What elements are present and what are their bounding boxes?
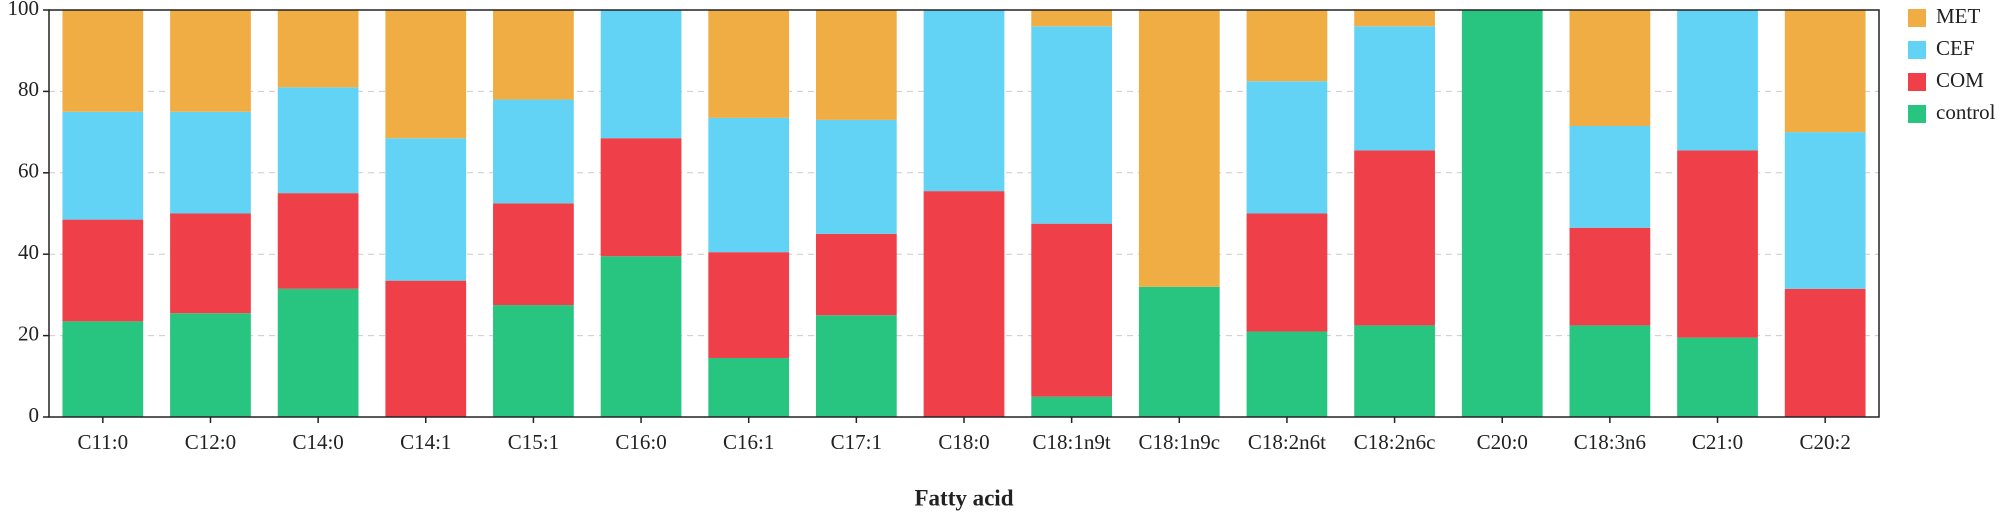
bar-segment bbox=[1784, 132, 1866, 289]
x-tick-label: C14:1 bbox=[400, 430, 451, 454]
bar-segment bbox=[277, 288, 359, 417]
bar-segment bbox=[1138, 10, 1220, 287]
bar-segment bbox=[1354, 26, 1435, 151]
bar-segment bbox=[170, 313, 251, 417]
legend-swatch bbox=[1908, 9, 1926, 27]
bar-segment bbox=[1677, 337, 1758, 417]
bar-segment bbox=[277, 193, 359, 289]
bar-segment bbox=[277, 87, 359, 194]
bar-segment bbox=[385, 280, 467, 417]
x-tick-label: C20:0 bbox=[1477, 430, 1528, 454]
bar-segment bbox=[1354, 150, 1435, 326]
bar-segment bbox=[1246, 213, 1328, 332]
bar-segment bbox=[62, 10, 144, 112]
bar-segment bbox=[493, 305, 574, 417]
x-tick-label: C18:1n9t bbox=[1033, 430, 1111, 454]
bar-segment bbox=[815, 233, 897, 316]
bar-segment bbox=[708, 252, 790, 358]
legend-swatch bbox=[1908, 105, 1926, 123]
bar-segment bbox=[1031, 10, 1113, 27]
legend-label: CEF bbox=[1936, 36, 1975, 60]
bar-segment bbox=[1677, 10, 1758, 151]
y-tick-label: 20 bbox=[18, 321, 39, 345]
x-tick-label: C15:1 bbox=[508, 430, 559, 454]
x-tick-label: C21:0 bbox=[1692, 430, 1743, 454]
x-tick-label: C18:2n6c bbox=[1354, 430, 1436, 454]
bar-segment bbox=[170, 10, 251, 112]
x-tick-label: C17:1 bbox=[831, 430, 882, 454]
bar-segment bbox=[1354, 10, 1435, 27]
bar-segment bbox=[1246, 81, 1328, 214]
legend-label: control bbox=[1936, 100, 1996, 124]
bar-segment bbox=[708, 10, 790, 118]
bar-segment bbox=[1031, 26, 1113, 224]
bar-segment bbox=[1246, 10, 1328, 82]
x-tick-label: C16:1 bbox=[723, 430, 774, 454]
bar-segment bbox=[493, 99, 574, 204]
plot-frame bbox=[48, 9, 1880, 418]
bar-segment bbox=[62, 111, 144, 220]
bar-segment bbox=[1246, 331, 1328, 417]
x-tick-label: C11:0 bbox=[78, 430, 129, 454]
bar-segment bbox=[708, 357, 790, 417]
bar-segment bbox=[1569, 125, 1651, 228]
bar-segment bbox=[385, 10, 467, 139]
bar-segment bbox=[277, 10, 359, 88]
x-tick-label: C18:2n6t bbox=[1248, 430, 1326, 454]
bar-segment bbox=[1138, 286, 1220, 417]
legend-label: COM bbox=[1936, 68, 1984, 92]
legend-swatch bbox=[1908, 73, 1926, 91]
bar-segment bbox=[385, 138, 467, 281]
bar-segment bbox=[600, 10, 682, 139]
bar-segment bbox=[815, 119, 897, 234]
bar-segment bbox=[493, 10, 574, 100]
bar-segment bbox=[708, 117, 790, 253]
bar-segment bbox=[1031, 396, 1113, 417]
x-tick-label: C18:1n9c bbox=[1138, 430, 1220, 454]
bar-segment bbox=[170, 213, 251, 314]
bar-segment bbox=[1569, 325, 1651, 417]
bar-segment bbox=[600, 256, 682, 417]
bar-segment bbox=[1677, 150, 1758, 338]
y-tick-label: 40 bbox=[18, 240, 39, 264]
x-tick-label: C14:0 bbox=[292, 430, 343, 454]
y-tick-label: 0 bbox=[29, 403, 40, 427]
bar-segment bbox=[923, 191, 1005, 417]
x-tick-label: C20:2 bbox=[1800, 430, 1851, 454]
bar-segment bbox=[62, 219, 144, 322]
x-tick-label: C18:0 bbox=[938, 430, 989, 454]
bar-segment bbox=[815, 10, 897, 120]
legend-swatch bbox=[1908, 41, 1926, 59]
y-tick-label: 60 bbox=[18, 159, 39, 183]
x-axis-title: Fatty acid bbox=[914, 485, 1013, 510]
x-tick-label: C16:0 bbox=[615, 430, 666, 454]
bar-segment bbox=[1784, 10, 1866, 133]
bar-segment bbox=[62, 321, 144, 417]
bar-segment bbox=[170, 111, 251, 214]
bar-segment bbox=[1031, 223, 1113, 397]
bar-segment bbox=[493, 203, 574, 306]
x-tick-label: C12:0 bbox=[185, 430, 236, 454]
bar-segment bbox=[1354, 325, 1435, 417]
bar-segment bbox=[1569, 227, 1651, 326]
x-tick-label: C18:3n6 bbox=[1574, 430, 1646, 454]
legend-label: MET bbox=[1936, 4, 1981, 28]
bar-segment bbox=[1784, 288, 1866, 417]
bar-segment bbox=[1569, 10, 1651, 126]
bar-segment bbox=[1461, 10, 1543, 417]
bar-segment bbox=[923, 10, 1005, 192]
y-tick-label: 100 bbox=[8, 0, 40, 20]
bar-segment bbox=[600, 138, 682, 257]
y-tick-label: 80 bbox=[18, 77, 39, 101]
bar-segment bbox=[815, 315, 897, 417]
